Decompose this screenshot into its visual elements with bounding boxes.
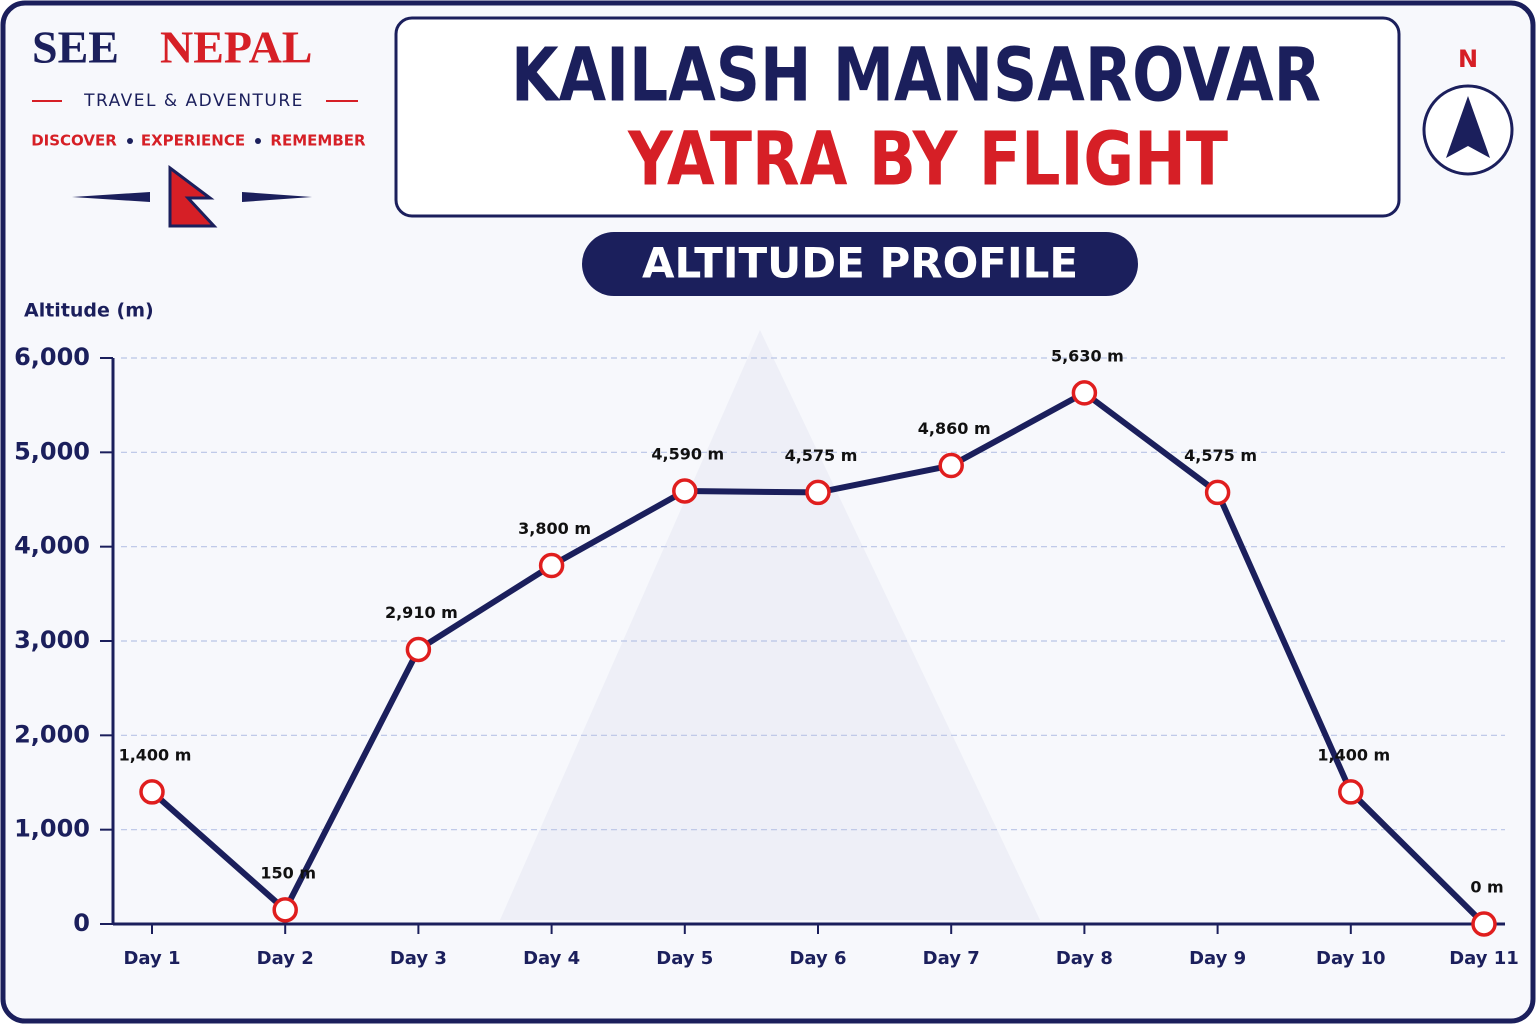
flag: [168, 165, 218, 228]
x-tick-label: Day 10: [1316, 948, 1386, 969]
value-label: 4,575 m: [1184, 446, 1257, 465]
brand-name: SEE: [32, 22, 119, 73]
point: [1471, 911, 1497, 937]
plot: 0 1,000 2,000 3,000 4,000 5,000 6,000 Day 1 Day …: [14, 343, 1519, 969]
x-tick-label: Day 1: [123, 948, 180, 969]
chart-title: KAILASH MANSAROVAR: [511, 33, 1321, 119]
title-box: [394, 16, 1401, 218]
y-tick-label: 4,000: [14, 532, 90, 560]
point: [272, 897, 298, 923]
point: [139, 779, 165, 805]
y-tick-label: 0: [73, 909, 90, 937]
point: [1071, 380, 1098, 406]
ornament: [72, 192, 150, 202]
point: [805, 479, 831, 506]
chart-title: YATRA BY FLIGHT: [627, 117, 1228, 203]
point: [1204, 479, 1231, 506]
value-label: 4,860 m: [918, 419, 991, 438]
brand-name: NEPAL: [160, 22, 313, 73]
value-label: 2,910 m: [385, 603, 458, 622]
value-label: 0 m: [1470, 878, 1503, 897]
dot: [127, 138, 133, 144]
x-tick-label: Day 3: [390, 948, 447, 969]
value-label: 5,630 m: [1051, 346, 1124, 365]
value-label: 150 m: [260, 863, 316, 882]
y-axis-label: Altitude (m): [24, 300, 154, 322]
value-label: 1,400 m: [119, 745, 192, 764]
compass-arrow: [1446, 96, 1490, 158]
point: [405, 636, 432, 663]
y-tick-label: 2,000: [14, 720, 90, 748]
x-tick-label: Day 6: [789, 948, 846, 969]
brand-motto: EXPERIENCE: [141, 132, 245, 150]
chart-subtitle: ALTITUDE PROFILE: [642, 239, 1078, 288]
value-label: 1,400 m: [1317, 745, 1390, 764]
value-label: 4,575 m: [785, 446, 858, 465]
subtitle-pill: [582, 232, 1138, 296]
y-tick-label: 1,000: [14, 815, 90, 843]
y-tick-label: 3,000: [14, 626, 90, 654]
x-tick-label: Day 11: [1449, 948, 1519, 969]
watermark: [500, 330, 1040, 920]
brand-motto: REMEMBER: [270, 132, 366, 150]
point: [938, 452, 964, 479]
value-label: 3,800 m: [518, 519, 591, 538]
compass-label: N: [1458, 45, 1478, 73]
dot: [255, 138, 261, 144]
point: [538, 552, 565, 579]
x-tick-label: Day 4: [523, 948, 580, 969]
x-tick-label: Day 8: [1056, 948, 1113, 969]
point: [1338, 779, 1364, 805]
x-tick-label: Day 5: [656, 948, 713, 969]
brand-motto: DISCOVER: [31, 132, 117, 150]
x-tick-label: Day 7: [923, 948, 980, 969]
point: [672, 478, 698, 504]
x-tick-label: Day 2: [257, 948, 314, 969]
value-label: 4,590 m: [651, 445, 724, 464]
y-tick-label: 5,000: [14, 437, 90, 465]
x-tick-label: Day 9: [1189, 948, 1246, 969]
y-tick-label: 6,000: [14, 343, 90, 371]
ornament: [242, 192, 312, 202]
brand-tagline: TRAVEL & ADVENTURE: [83, 91, 304, 111]
